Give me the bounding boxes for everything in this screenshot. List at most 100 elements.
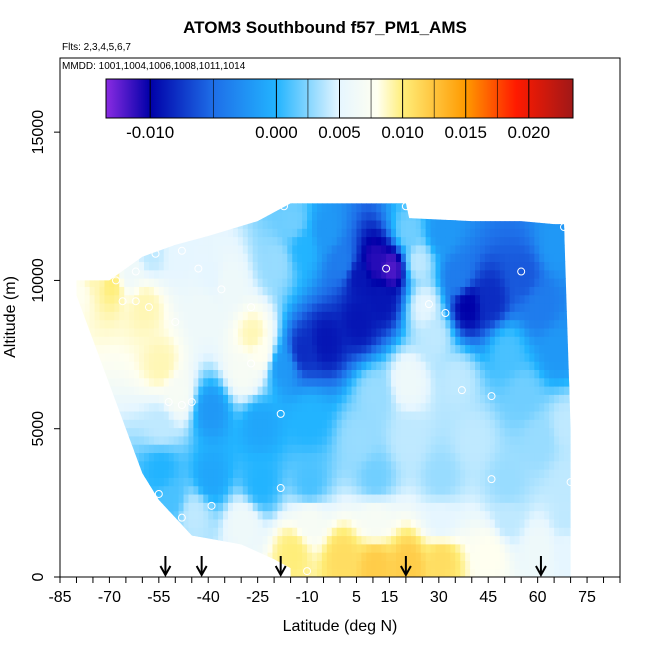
heatmap-cell: [99, 394, 106, 404]
heatmap-cell: [430, 560, 437, 570]
heatmap-cell: [554, 552, 560, 561]
heatmap-cell: [114, 518, 120, 528]
heatmap-cell: [361, 402, 367, 412]
heatmap-cell: [203, 369, 209, 379]
heatmap-cell: [341, 228, 348, 238]
heatmap-cell: [252, 203, 259, 204]
heatmap-cell: [312, 543, 318, 553]
heatmap-cell: [336, 269, 343, 279]
heatmap-cell: [232, 460, 239, 470]
heatmap-cell: [420, 219, 427, 229]
heatmap-cell: [445, 419, 451, 429]
heatmap-cell: [208, 419, 214, 429]
heatmap-cell: [396, 286, 402, 296]
heatmap-cell: [168, 377, 175, 387]
heatmap-cell: [292, 302, 298, 312]
heatmap-cell: [312, 286, 318, 296]
heatmap-cell: [76, 410, 81, 420]
heatmap-cell: [79, 336, 86, 346]
heatmap-cell: [297, 410, 303, 420]
heatmap-cell: [79, 485, 86, 495]
heatmap-cell: [247, 352, 254, 362]
heatmap-cell: [242, 203, 249, 204]
heatmap-cell: [544, 369, 550, 379]
heatmap-cell: [158, 302, 165, 312]
heatmap-cell: [297, 319, 303, 329]
heatmap-cell: [455, 410, 461, 420]
heatmap-cell: [499, 394, 506, 404]
heatmap-cell: [114, 219, 120, 229]
heatmap-cell: [134, 386, 140, 395]
heatmap-cell: [420, 336, 427, 346]
heatmap-cell: [396, 402, 402, 412]
heatmap-cell: [307, 187, 313, 196]
heatmap-cell: [252, 269, 259, 279]
heatmap-cell: [346, 319, 353, 329]
heatmap-cell: [282, 460, 288, 470]
heatmap-cell: [435, 419, 442, 429]
heatmap-cell: [396, 485, 402, 495]
heatmap-cell: [76, 452, 81, 462]
heatmap-cell: [371, 211, 377, 221]
heatmap-cell: [85, 187, 91, 196]
heatmap-cell: [173, 344, 180, 354]
heatmap-cell: [396, 311, 402, 321]
heatmap-cell: [376, 477, 382, 487]
heatmap-cell: [391, 352, 397, 362]
heatmap-cell: [480, 469, 486, 478]
heatmap-cell: [568, 377, 571, 387]
heatmap-cell: [292, 493, 298, 503]
heatmap-cell: [267, 568, 274, 577]
heatmap-cell: [331, 452, 338, 462]
heatmap-cell: [391, 269, 397, 279]
heatmap-cell: [574, 544, 580, 553]
heatmap-cell: [247, 369, 254, 379]
heatmap-cell: [465, 377, 471, 387]
heatmap-cell: [139, 302, 145, 312]
observation-marker: [401, 202, 410, 211]
heatmap-cell: [307, 219, 313, 229]
heatmap-cell: [164, 187, 170, 196]
heatmap-cell: [109, 410, 115, 420]
heatmap-cell: [351, 452, 358, 462]
heatmap-cell: [351, 427, 358, 437]
heatmap-cell: [415, 568, 422, 577]
heatmap-cell: [509, 493, 516, 503]
heatmap-cell: [267, 294, 274, 304]
heatmap-cell: [346, 394, 353, 404]
heatmap-cell: [193, 294, 199, 304]
heatmap-cell: [297, 352, 303, 362]
heatmap-cell: [559, 187, 565, 196]
heatmap-cell: [386, 244, 392, 254]
heatmap-cell: [94, 460, 101, 470]
heatmap-cell: [489, 552, 496, 561]
heatmap-cell: [494, 236, 501, 246]
heatmap-cell: [158, 211, 165, 221]
heatmap-cell: [450, 336, 456, 346]
heatmap-cell: [228, 278, 234, 287]
heatmap-cell: [70, 552, 76, 561]
heatmap-cell: [193, 253, 199, 263]
heatmap-cell: [405, 568, 412, 577]
heatmap-cell: [277, 219, 283, 229]
heatmap-cell: [129, 510, 135, 520]
heatmap-cell: [257, 203, 264, 213]
heatmap-cell: [321, 560, 328, 570]
heatmap-cell: [168, 219, 175, 229]
heatmap-cell: [84, 427, 91, 437]
heatmap-cell: [529, 427, 535, 437]
heatmap-cell: [470, 402, 476, 412]
heatmap-cell: [302, 361, 308, 370]
heatmap-cell: [114, 527, 120, 537]
heatmap-cell: [272, 269, 279, 279]
heatmap-cell: [346, 502, 353, 512]
heatmap-cell: [104, 552, 111, 561]
heatmap-cell: [519, 444, 526, 454]
heatmap-cell: [480, 203, 486, 213]
heatmap-cell: [104, 336, 111, 346]
heatmap-cell: [232, 253, 239, 263]
heatmap-cell: [480, 485, 486, 495]
heatmap-cell: [247, 344, 254, 354]
heatmap-cell: [519, 410, 526, 420]
